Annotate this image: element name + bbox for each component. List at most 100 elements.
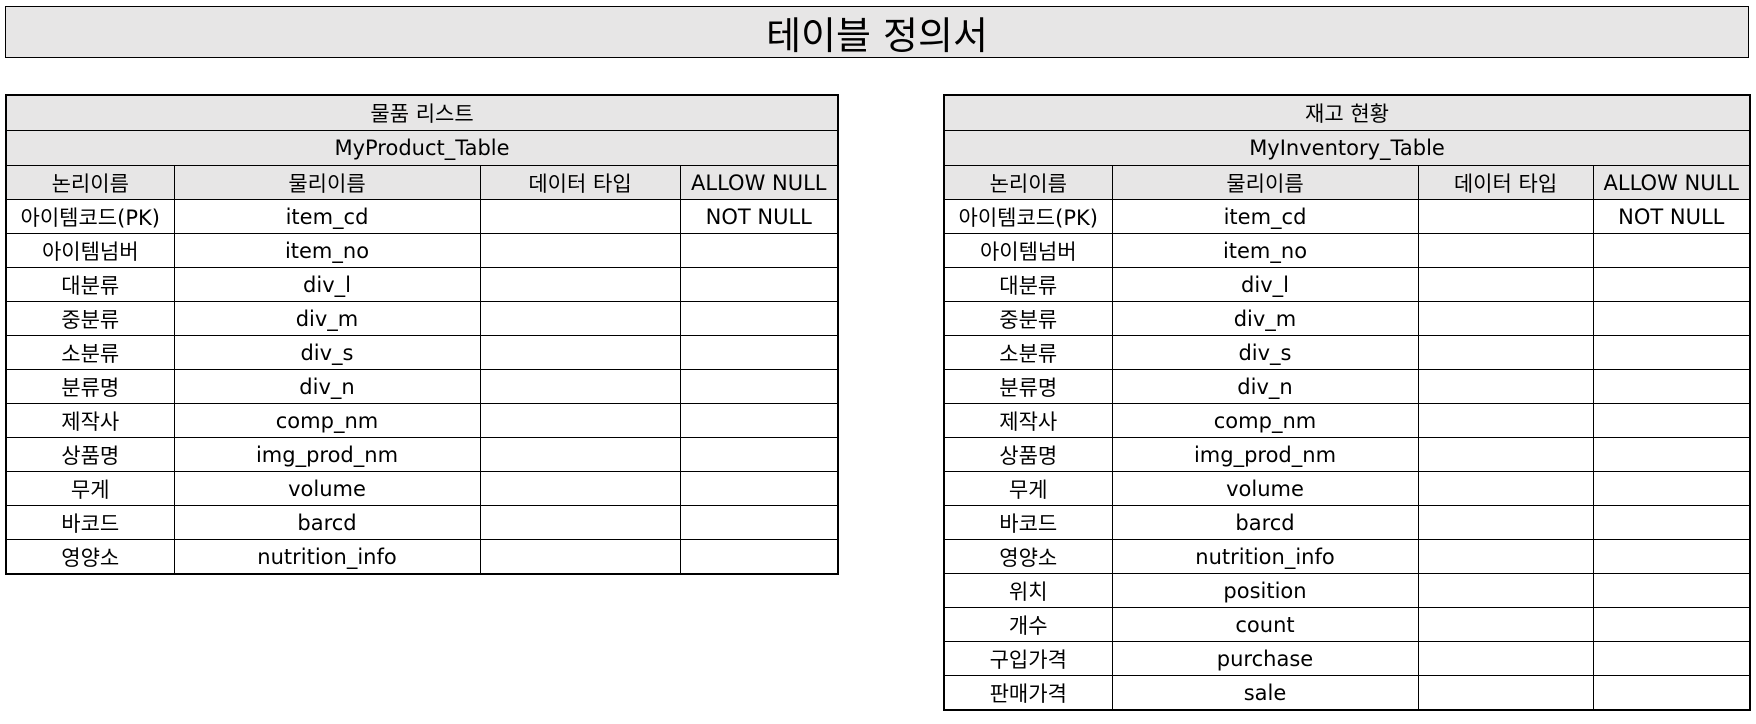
data-type-cell [479, 369, 681, 404]
table-row: 아이템코드(PK) item_cd NOT NULL [943, 199, 1751, 234]
table-body: 아이템코드(PK) item_cd NOT NULL 아이템넘버 item_no 대분류 d… [5, 199, 839, 575]
physical-name-cell: item_no [1111, 233, 1419, 268]
table-row: 분류명 div_n [943, 369, 1751, 404]
physical-name-cell: div_l [173, 267, 481, 302]
physical-name-cell: nutrition_info [1111, 539, 1419, 574]
data-type-cell [1417, 641, 1594, 676]
table-title-korean: 재고 현황 [943, 94, 1751, 131]
data-type-cell [1417, 437, 1594, 472]
column-header-logical-name: 논리이름 [943, 165, 1113, 200]
allow-null-cell [1592, 607, 1751, 642]
data-type-cell [479, 505, 681, 540]
physical-name-cell: comp_nm [173, 403, 481, 438]
logical-name-cell: 무게 [943, 471, 1113, 506]
logical-name-cell: 중분류 [5, 301, 175, 336]
physical-name-cell: div_s [1111, 335, 1419, 370]
physical-name-cell: volume [173, 471, 481, 506]
data-type-cell [1417, 267, 1594, 302]
logical-name-cell: 분류명 [5, 369, 175, 404]
data-type-cell [479, 199, 681, 234]
table-row: 대분류 div_l [943, 267, 1751, 302]
logical-name-cell: 아이템넘버 [943, 233, 1113, 268]
allow-null-cell [1592, 267, 1751, 302]
logical-name-cell: 영양소 [943, 539, 1113, 574]
data-type-cell [479, 335, 681, 370]
allow-null-cell [679, 471, 839, 506]
table-row: 영양소 nutrition_info [5, 539, 839, 575]
allow-null-cell [679, 539, 839, 575]
allow-null-cell [1592, 369, 1751, 404]
allow-null-cell [679, 505, 839, 540]
table-row: 개수 count [943, 607, 1751, 642]
table-row: 소분류 div_s [943, 335, 1751, 370]
data-type-cell [1417, 369, 1594, 404]
logical-name-cell: 바코드 [943, 505, 1113, 540]
column-header-data-type: 데이터 타입 [1417, 165, 1594, 200]
data-type-cell [479, 301, 681, 336]
physical-name-cell: item_no [173, 233, 481, 268]
logical-name-cell: 소분류 [5, 335, 175, 370]
data-type-cell [1417, 505, 1594, 540]
logical-name-cell: 영양소 [5, 539, 175, 575]
allow-null-cell [1592, 573, 1751, 608]
logical-name-cell: 개수 [943, 607, 1113, 642]
table-row: 영양소 nutrition_info [943, 539, 1751, 574]
table-row: 상품명 img_prod_nm [5, 437, 839, 472]
logical-name-cell: 대분류 [5, 267, 175, 302]
table-row: 제작사 comp_nm [943, 403, 1751, 438]
physical-name-cell: count [1111, 607, 1419, 642]
logical-name-cell: 분류명 [943, 369, 1113, 404]
physical-name-cell: volume [1111, 471, 1419, 506]
table-row: 무게 volume [5, 471, 839, 506]
physical-name-cell: div_l [1111, 267, 1419, 302]
physical-name-cell: item_cd [1111, 199, 1419, 234]
table-row: 상품명 img_prod_nm [943, 437, 1751, 472]
column-header-data-type: 데이터 타입 [479, 165, 681, 200]
physical-name-cell: img_prod_nm [1111, 437, 1419, 472]
allow-null-cell [679, 267, 839, 302]
allow-null-cell [679, 403, 839, 438]
logical-name-cell: 아이템코드(PK) [943, 199, 1113, 234]
data-type-cell [1417, 471, 1594, 506]
physical-name-cell: item_cd [173, 199, 481, 234]
logical-name-cell: 아이템넘버 [5, 233, 175, 268]
table-body: 아이템코드(PK) item_cd NOT NULL 아이템넘버 item_no 대분류 d… [943, 199, 1751, 711]
table-row: 아이템넘버 item_no [5, 233, 839, 268]
allow-null-cell [1592, 335, 1751, 370]
table-row: 분류명 div_n [5, 369, 839, 404]
data-type-cell [479, 267, 681, 302]
logical-name-cell: 중분류 [943, 301, 1113, 336]
logical-name-cell: 상품명 [943, 437, 1113, 472]
physical-name-cell: div_m [173, 301, 481, 336]
logical-name-cell: 판매가격 [943, 675, 1113, 711]
physical-name-cell: purchase [1111, 641, 1419, 676]
data-type-cell [1417, 607, 1594, 642]
logical-name-cell: 바코드 [5, 505, 175, 540]
physical-name-cell: img_prod_nm [173, 437, 481, 472]
allow-null-cell [1592, 675, 1751, 711]
table-row: 아이템넘버 item_no [943, 233, 1751, 268]
allow-null-cell: NOT NULL [679, 199, 839, 234]
allow-null-cell [1592, 471, 1751, 506]
data-type-cell [1417, 199, 1594, 234]
physical-name-cell: comp_nm [1111, 403, 1419, 438]
logical-name-cell: 무게 [5, 471, 175, 506]
allow-null-cell [1592, 505, 1751, 540]
table-row: 중분류 div_m [943, 301, 1751, 336]
product-table: 물품 리스트 MyProduct_Table 논리이름 물리이름 데이터 타입 … [5, 94, 840, 575]
table-title-english: MyProduct_Table [5, 130, 839, 166]
data-type-cell [1417, 233, 1594, 268]
logical-name-cell: 대분류 [943, 267, 1113, 302]
data-type-cell [1417, 335, 1594, 370]
table-row: 위치 position [943, 573, 1751, 608]
allow-null-cell [1592, 437, 1751, 472]
physical-name-cell: barcd [173, 505, 481, 540]
table-row: 대분류 div_l [5, 267, 839, 302]
allow-null-cell [679, 369, 839, 404]
table-row: 무게 volume [943, 471, 1751, 506]
column-header-physical-name: 물리이름 [173, 165, 481, 200]
page-title: 테이블 정의서 [5, 6, 1749, 58]
allow-null-cell [1592, 539, 1751, 574]
data-type-cell [479, 539, 681, 575]
allow-null-cell [679, 233, 839, 268]
